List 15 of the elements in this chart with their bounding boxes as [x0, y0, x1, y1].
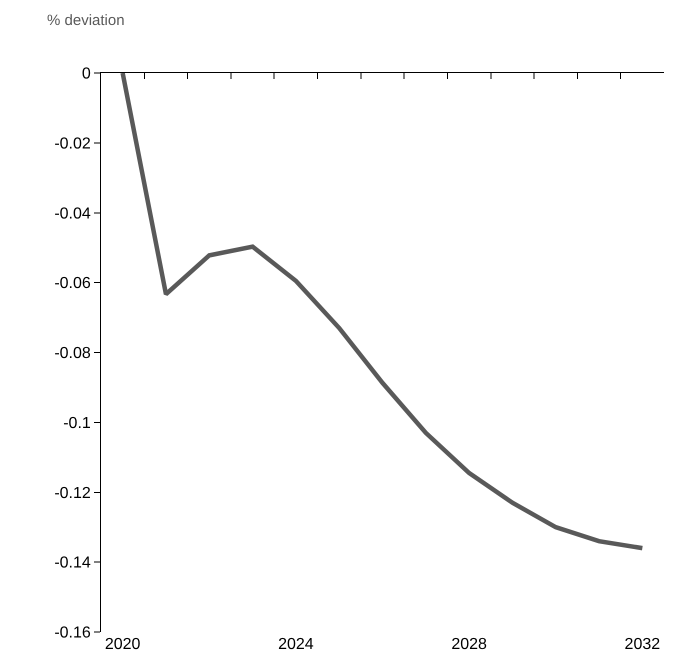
x-tick-label: 2032 — [624, 636, 660, 653]
x-tick-label: 2020 — [104, 636, 141, 653]
y-tick-label: -0.04 — [54, 205, 91, 222]
y-tick-label: 0 — [82, 66, 91, 83]
y-tick-label: -0.16 — [54, 624, 91, 642]
line-series — [120, 73, 645, 550]
y-tick-label: -0.08 — [54, 345, 91, 362]
y-tick-label: -0.06 — [54, 275, 91, 292]
x-tick-label: 2028 — [451, 636, 488, 653]
y-tick-label: -0.12 — [54, 484, 91, 502]
x-tick-label: 2024 — [278, 636, 314, 653]
y-axis-title: % deviation — [47, 12, 125, 29]
y-tick-label: -0.14 — [54, 554, 91, 572]
y-tick-label: -0.1 — [63, 414, 91, 432]
y-tick-label: -0.02 — [54, 135, 91, 152]
